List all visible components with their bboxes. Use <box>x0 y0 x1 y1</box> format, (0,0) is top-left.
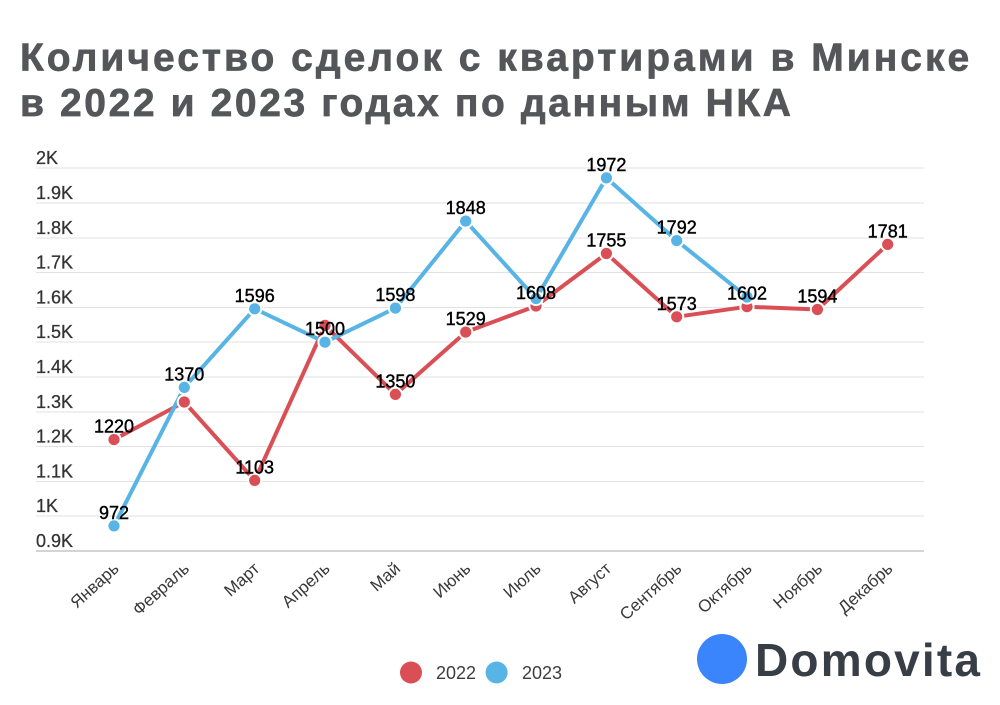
svg-text:1103: 1103 <box>235 457 274 477</box>
svg-text:1.7K: 1.7K <box>36 253 73 273</box>
svg-text:972: 972 <box>99 503 129 523</box>
svg-text:2023: 2023 <box>522 663 562 683</box>
svg-text:1500: 1500 <box>305 319 345 339</box>
svg-text:1220: 1220 <box>94 417 134 437</box>
svg-text:1755: 1755 <box>586 231 626 251</box>
svg-text:в 2022 и 2023 годах по данным: в 2022 и 2023 годах по данным НКА <box>20 82 794 125</box>
svg-text:1.8K: 1.8K <box>36 218 73 238</box>
svg-text:1598: 1598 <box>375 285 415 305</box>
svg-text:1.9K: 1.9K <box>36 183 73 203</box>
svg-text:1.3K: 1.3K <box>36 392 73 412</box>
svg-text:1.4K: 1.4K <box>36 357 73 377</box>
svg-text:1848: 1848 <box>446 198 486 218</box>
svg-text:2022: 2022 <box>436 663 476 683</box>
svg-text:1.1K: 1.1K <box>36 461 73 481</box>
svg-text:1370: 1370 <box>164 364 204 384</box>
svg-text:1K: 1K <box>36 496 58 516</box>
svg-text:1608: 1608 <box>516 283 556 303</box>
svg-text:2K: 2K <box>36 148 58 168</box>
svg-text:1350: 1350 <box>375 371 415 391</box>
svg-text:1792: 1792 <box>657 218 697 238</box>
svg-text:1.6K: 1.6K <box>36 287 73 307</box>
svg-text:1.5K: 1.5K <box>36 322 73 342</box>
svg-text:1.2K: 1.2K <box>36 427 73 447</box>
svg-text:1529: 1529 <box>446 309 486 329</box>
svg-text:Domovita: Domovita <box>755 634 982 686</box>
svg-text:1596: 1596 <box>235 286 275 306</box>
svg-text:1972: 1972 <box>586 155 626 175</box>
svg-text:1781: 1781 <box>868 221 908 241</box>
svg-text:Количество сделок с квартирами: Количество сделок с квартирами в Минске <box>20 37 972 80</box>
svg-text:0.9K: 0.9K <box>36 531 73 551</box>
svg-text:1602: 1602 <box>727 284 767 304</box>
svg-text:1594: 1594 <box>797 287 837 307</box>
svg-text:1573: 1573 <box>657 294 697 314</box>
